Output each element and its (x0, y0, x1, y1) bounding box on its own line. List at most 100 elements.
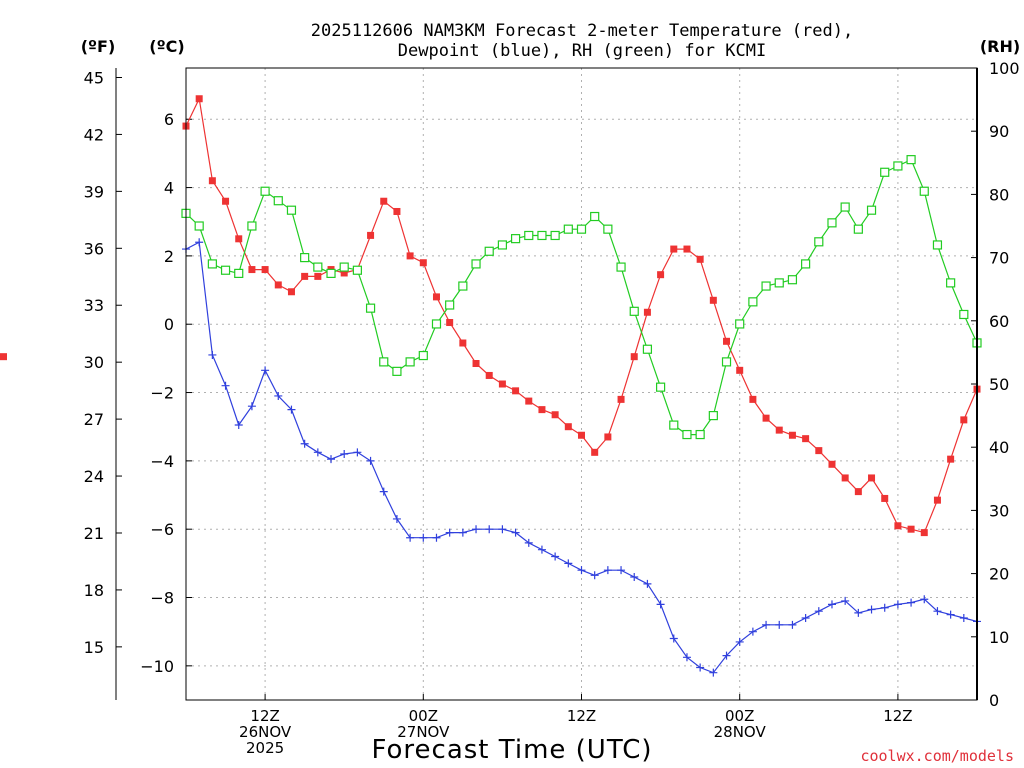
series-2-meter-temperature (0, 95, 981, 537)
data-point (406, 533, 415, 542)
data-point (538, 406, 546, 414)
celsius-tick-label: −8 (150, 589, 174, 608)
data-point (563, 224, 573, 234)
data-point (748, 297, 758, 307)
data-point (946, 610, 955, 619)
data-point (551, 552, 560, 561)
fahrenheit-tick-label: 15 (84, 638, 104, 657)
rh-unit-label: (RH) (980, 37, 1020, 56)
data-point (880, 603, 889, 612)
data-point (564, 423, 572, 431)
data-point (642, 344, 653, 354)
data-point (459, 339, 467, 347)
data-point (657, 271, 665, 279)
data-point (550, 230, 560, 241)
data-point (932, 240, 943, 250)
data-point (234, 268, 244, 278)
data-point (287, 288, 295, 296)
data-point (498, 380, 506, 388)
time-tick-label: 00Z (725, 707, 754, 725)
data-point (380, 197, 388, 205)
data-point (260, 186, 270, 196)
data-point (933, 496, 941, 504)
data-point (392, 366, 402, 376)
data-point (854, 488, 862, 496)
fahrenheit-tick-label: 42 (84, 125, 104, 144)
data-point (617, 395, 625, 403)
data-point (828, 460, 836, 468)
credit-text: coolwx.com/models (860, 747, 1014, 765)
data-point (485, 525, 494, 534)
data-point (512, 387, 520, 395)
plot-frame (185, 67, 978, 701)
rh-tick-label: 10 (989, 628, 1009, 647)
data-point (393, 207, 401, 215)
rh-tick-label: 30 (989, 501, 1009, 520)
data-point (551, 411, 559, 419)
celsius-tick-label: 2 (164, 247, 174, 266)
data-point (485, 371, 493, 379)
data-point (603, 224, 613, 234)
data-point (946, 278, 956, 288)
data-point (287, 405, 296, 414)
data-point (643, 579, 652, 588)
data-series (0, 95, 982, 677)
data-point (525, 397, 533, 405)
data-point (723, 337, 731, 345)
fahrenheit-tick-label: 21 (84, 524, 104, 543)
data-point (590, 571, 599, 580)
data-point (195, 238, 204, 247)
time-tick-label: 28NOV (714, 723, 767, 741)
series-rh (181, 155, 982, 440)
data-point (248, 266, 256, 274)
time-tick-label: 12Z (567, 707, 596, 725)
data-point (683, 245, 691, 253)
data-point (300, 439, 309, 448)
data-point (498, 525, 507, 534)
data-point (814, 237, 824, 247)
data-point (537, 545, 546, 554)
celsius-tick-label: −4 (150, 452, 174, 471)
data-point (445, 300, 455, 310)
data-point (801, 259, 811, 269)
data-point (774, 278, 784, 288)
fahrenheit-unit-label: (ºF) (81, 37, 116, 56)
data-point (340, 269, 348, 277)
data-point (907, 598, 916, 607)
data-point (379, 357, 389, 367)
data-point (524, 538, 533, 547)
data-point (261, 366, 270, 375)
time-tick-label: 26NOV (239, 723, 292, 741)
data-point (340, 450, 349, 459)
data-point (392, 514, 401, 523)
data-point (616, 262, 626, 272)
data-point (194, 221, 204, 231)
data-point (749, 395, 757, 403)
data-point (960, 416, 968, 424)
data-point (458, 528, 467, 537)
data-point (471, 259, 481, 269)
data-point (959, 309, 969, 320)
data-point (762, 414, 770, 422)
data-point (696, 255, 704, 263)
data-point (208, 177, 216, 185)
data-point (841, 596, 850, 605)
data-point (866, 205, 877, 215)
data-point (419, 259, 427, 267)
data-point (603, 566, 612, 575)
time-tick-label: 12Z (250, 707, 279, 725)
celsius-tick-label: 4 (164, 179, 174, 198)
data-point (814, 607, 823, 616)
time-tick-label: 00Z (409, 707, 438, 725)
data-point (643, 308, 651, 316)
data-point (853, 224, 863, 234)
data-point (736, 366, 744, 374)
data-point (195, 95, 203, 103)
data-point (893, 600, 902, 609)
data-point (880, 167, 890, 177)
data-point (920, 595, 929, 604)
time-tick-label: 2025 (246, 739, 284, 757)
data-point (630, 573, 639, 582)
data-point (220, 265, 231, 275)
rh-tick-label: 50 (989, 375, 1009, 394)
